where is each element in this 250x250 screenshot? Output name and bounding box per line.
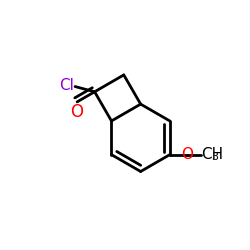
Text: CH: CH: [202, 147, 224, 162]
Text: 3: 3: [211, 152, 218, 162]
Text: Cl: Cl: [59, 78, 74, 93]
Text: O: O: [181, 147, 193, 162]
Text: O: O: [70, 103, 84, 121]
